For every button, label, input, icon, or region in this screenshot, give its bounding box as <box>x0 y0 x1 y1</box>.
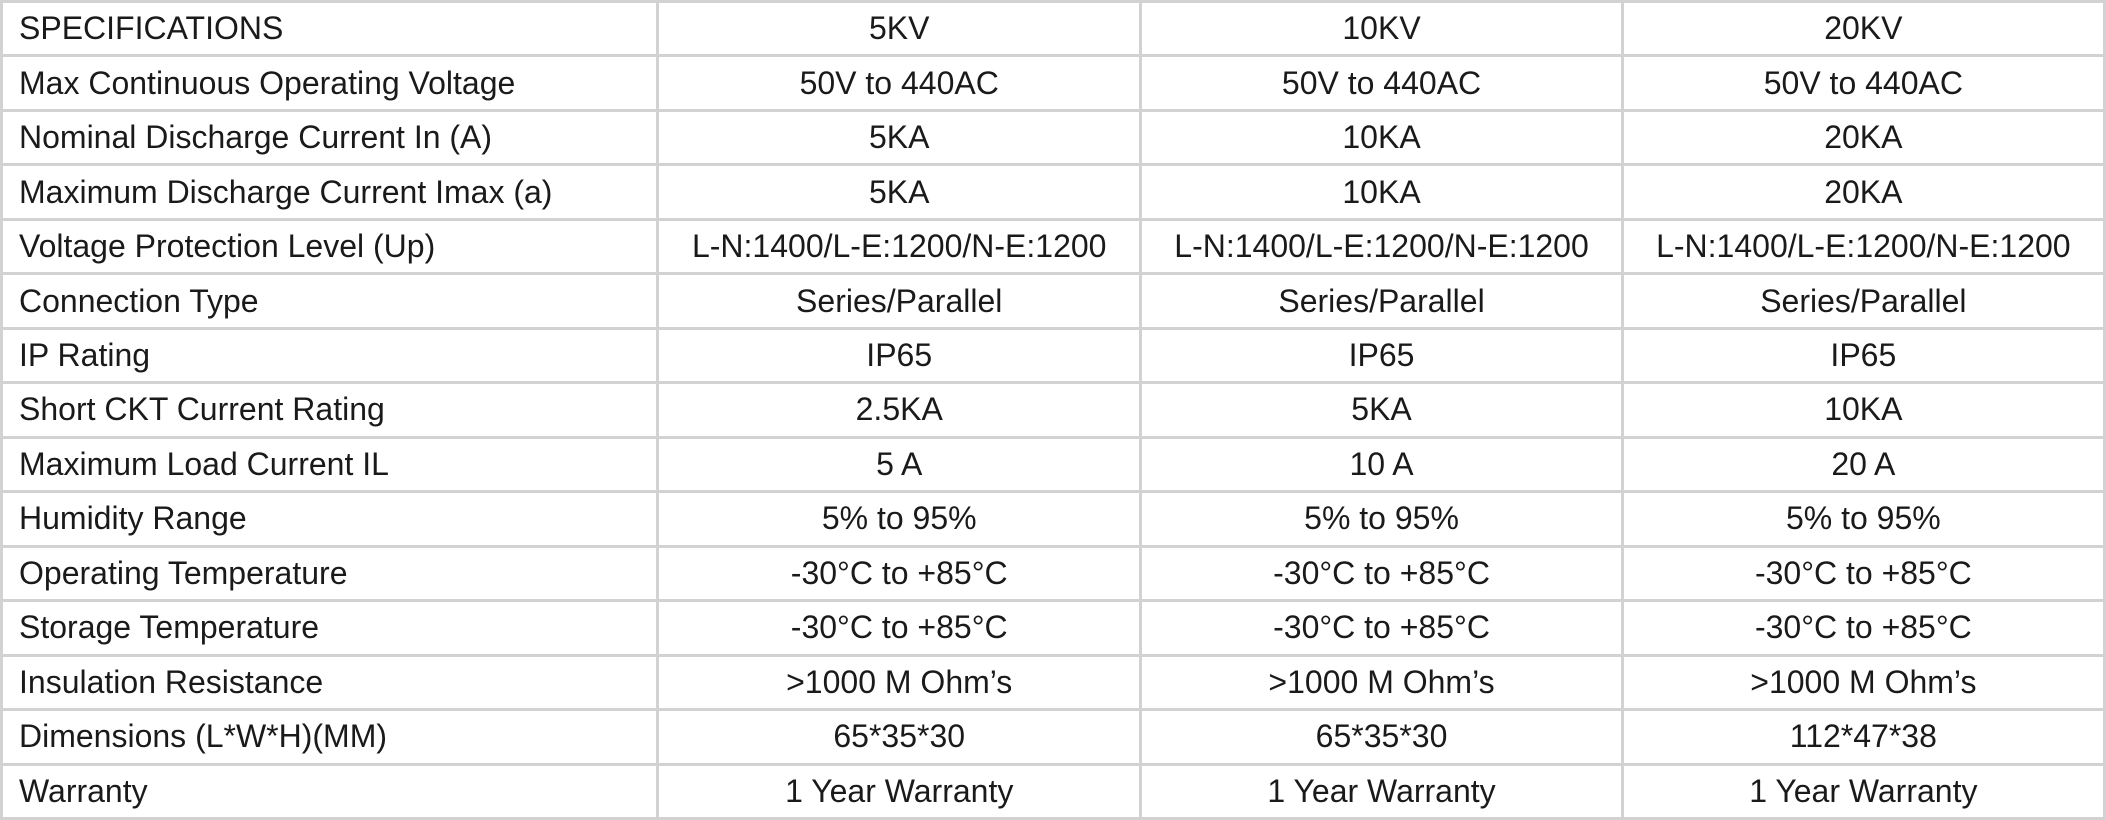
table-cell: 5% to 95% <box>659 493 1140 545</box>
row-label: Dimensions (L*W*H)(MM) <box>3 711 657 763</box>
table-cell: -30°C to +85°C <box>1142 547 1621 600</box>
header-cell: 10KV <box>1142 3 1621 55</box>
row-label: Maximum Discharge Current Imax (a) <box>3 166 657 218</box>
table-cell: -30°C to +85°C <box>1142 602 1621 654</box>
table-cell: -30°C to +85°C <box>659 547 1140 600</box>
table-cell: 10KA <box>1623 384 2103 436</box>
table-cell: Series/Parallel <box>1623 275 2103 327</box>
table-cell: L-N:1400/L-E:1200/N-E:1200 <box>1142 220 1621 273</box>
header-cell: 5KV <box>659 3 1140 55</box>
table-cell: >1000 M Ohm’s <box>659 656 1140 709</box>
table-cell: L-N:1400/L-E:1200/N-E:1200 <box>1623 220 2103 273</box>
table-cell: 65*35*30 <box>1142 711 1621 763</box>
table-cell: 5 A <box>659 438 1140 491</box>
table-cell: 10KA <box>1142 166 1621 218</box>
table-cell: 5KA <box>659 166 1140 218</box>
table-cell: >1000 M Ohm’s <box>1142 656 1621 709</box>
row-label: Storage Temperature <box>3 602 657 654</box>
table-cell: 5% to 95% <box>1142 493 1621 545</box>
table-cell: -30°C to +85°C <box>1623 602 2103 654</box>
table-cell: 20 A <box>1623 438 2103 491</box>
row-label: Operating Temperature <box>3 547 657 600</box>
table-cell: Series/Parallel <box>659 275 1140 327</box>
row-label: Connection Type <box>3 275 657 327</box>
table-cell: 1 Year Warranty <box>1142 765 1621 817</box>
row-label: Short CKT Current Rating <box>3 384 657 436</box>
table-cell: IP65 <box>1623 329 2103 382</box>
table-cell: >1000 M Ohm’s <box>1623 656 2103 709</box>
table-cell: 50V to 440AC <box>1623 57 2103 109</box>
row-label: Humidity Range <box>3 493 657 545</box>
row-label: Insulation Resistance <box>3 656 657 709</box>
table-cell: 1 Year Warranty <box>1623 765 2103 817</box>
row-label: Max Continuous Operating Voltage <box>3 57 657 109</box>
table-cell: L-N:1400/L-E:1200/N-E:1200 <box>659 220 1140 273</box>
table-cell: 10 A <box>1142 438 1621 491</box>
table-cell: 50V to 440AC <box>659 57 1140 109</box>
table-cell: 20KA <box>1623 166 2103 218</box>
table-cell: 5% to 95% <box>1623 493 2103 545</box>
table-cell: 65*35*30 <box>659 711 1140 763</box>
table-cell: 50V to 440AC <box>1142 57 1621 109</box>
row-label: Maximum Load Current IL <box>3 438 657 491</box>
table-cell: 112*47*38 <box>1623 711 2103 763</box>
table-cell: IP65 <box>659 329 1140 382</box>
row-label: Voltage Protection Level (Up) <box>3 220 657 273</box>
table-cell: -30°C to +85°C <box>1623 547 2103 600</box>
header-cell: 20KV <box>1623 3 2103 55</box>
header-cell: SPECIFICATIONS <box>3 3 657 55</box>
table-cell: 10KA <box>1142 111 1621 164</box>
row-label: Nominal Discharge Current In (A) <box>3 111 657 164</box>
table-cell: -30°C to +85°C <box>659 602 1140 654</box>
table-cell: 2.5KA <box>659 384 1140 436</box>
table-cell: 20KA <box>1623 111 2103 164</box>
row-label: IP Rating <box>3 329 657 382</box>
row-label: Warranty <box>3 765 657 817</box>
table-cell: Series/Parallel <box>1142 275 1621 327</box>
table-cell: 5KA <box>659 111 1140 164</box>
table-cell: IP65 <box>1142 329 1621 382</box>
table-cell: 5KA <box>1142 384 1621 436</box>
table-cell: 1 Year Warranty <box>659 765 1140 817</box>
